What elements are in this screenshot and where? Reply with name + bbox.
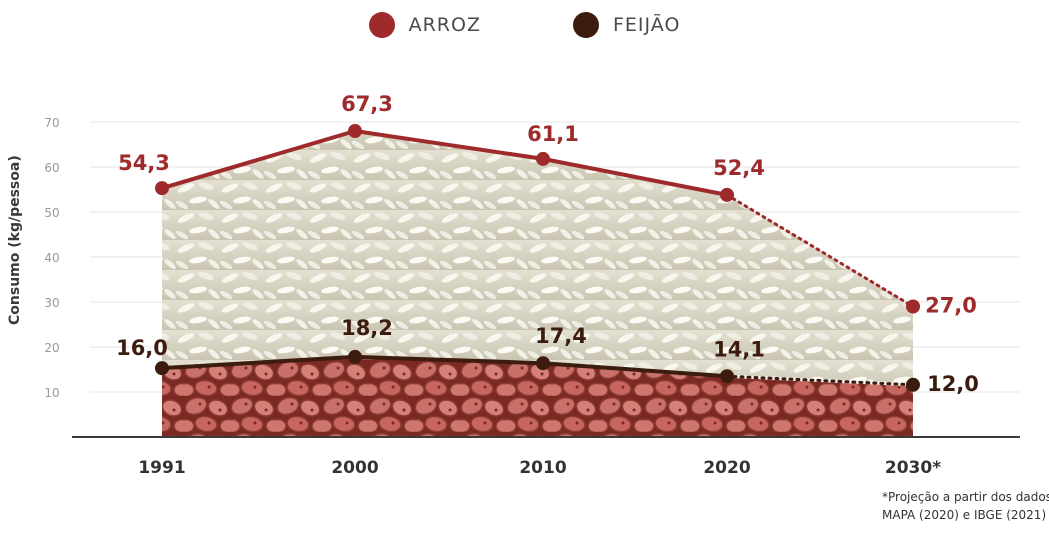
data-label-arroz: 52,4: [713, 156, 765, 180]
series-lines: [161, 129, 915, 387]
rice-area: [162, 131, 913, 385]
x-tick-label: 2000: [331, 458, 378, 478]
y-ticks: 70 60 50 40 30 20 10: [44, 116, 59, 400]
y-tick-label: 40: [44, 251, 59, 265]
legend-label-arroz: ARROZ: [408, 14, 481, 36]
data-label-feijao: 16,0: [116, 336, 168, 360]
series-points: [155, 124, 920, 392]
point-feijao: [155, 361, 169, 376]
point-feijao: [348, 349, 362, 364]
point-feijao: [720, 369, 734, 384]
point-arroz: [155, 181, 169, 196]
line-arroz: [161, 129, 728, 197]
y-tick-label: 70: [44, 116, 59, 130]
y-tick-label: 10: [44, 386, 59, 400]
x-tick-label: 1991: [138, 458, 185, 478]
line-arroz-projection: [725, 193, 915, 308]
data-label-feijao: 18,2: [341, 316, 393, 340]
legend-item-arroz: ARROZ: [368, 10, 481, 40]
data-label-feijao: 14,1: [713, 337, 765, 361]
x-tick-label: 2010: [519, 458, 566, 478]
y-tick-label: 50: [44, 206, 59, 220]
legend-marker-feijao: [572, 12, 599, 38]
data-label-arroz: 61,1: [527, 122, 579, 146]
legend-label-feijao: FEIJÃO: [612, 14, 681, 36]
point-arroz: [720, 187, 734, 202]
footnote: *Projeção a partir dos dados MAPA (2020)…: [882, 490, 1049, 522]
data-label-feijao: 12,0: [927, 372, 979, 396]
point-arroz: [906, 299, 920, 314]
areas: [161, 131, 914, 437]
data-label-feijao: 17,4: [535, 324, 587, 348]
data-label-arroz: 27,0: [925, 294, 977, 318]
data-labels: 54,3 67,3 61,1 52,4 27,0 16,0 18,2 17,4 14,1 12,0: [116, 92, 979, 396]
point-feijao: [906, 377, 920, 392]
data-label-arroz: 54,3: [118, 151, 170, 175]
point-feijao: [536, 356, 550, 371]
y-tick-label: 60: [44, 161, 59, 175]
x-tick-label: 2020: [703, 458, 750, 478]
y-tick-label: 30: [44, 296, 59, 310]
legend-item-feijao: FEIJÃO: [572, 10, 681, 40]
data-label-arroz: 67,3: [341, 92, 393, 116]
point-arroz: [536, 151, 550, 166]
legend: ARROZ FEIJÃO: [0, 10, 1049, 40]
legend-marker-arroz: [368, 12, 395, 38]
x-ticks: 1991 2000 2010 2020 2030*: [138, 458, 941, 478]
line-feijao-projection: [725, 374, 915, 387]
x-tick-label: 2030*: [885, 458, 941, 478]
point-arroz: [348, 124, 362, 138]
line-feijao: [161, 354, 728, 379]
y-tick-label: 20: [44, 341, 59, 355]
